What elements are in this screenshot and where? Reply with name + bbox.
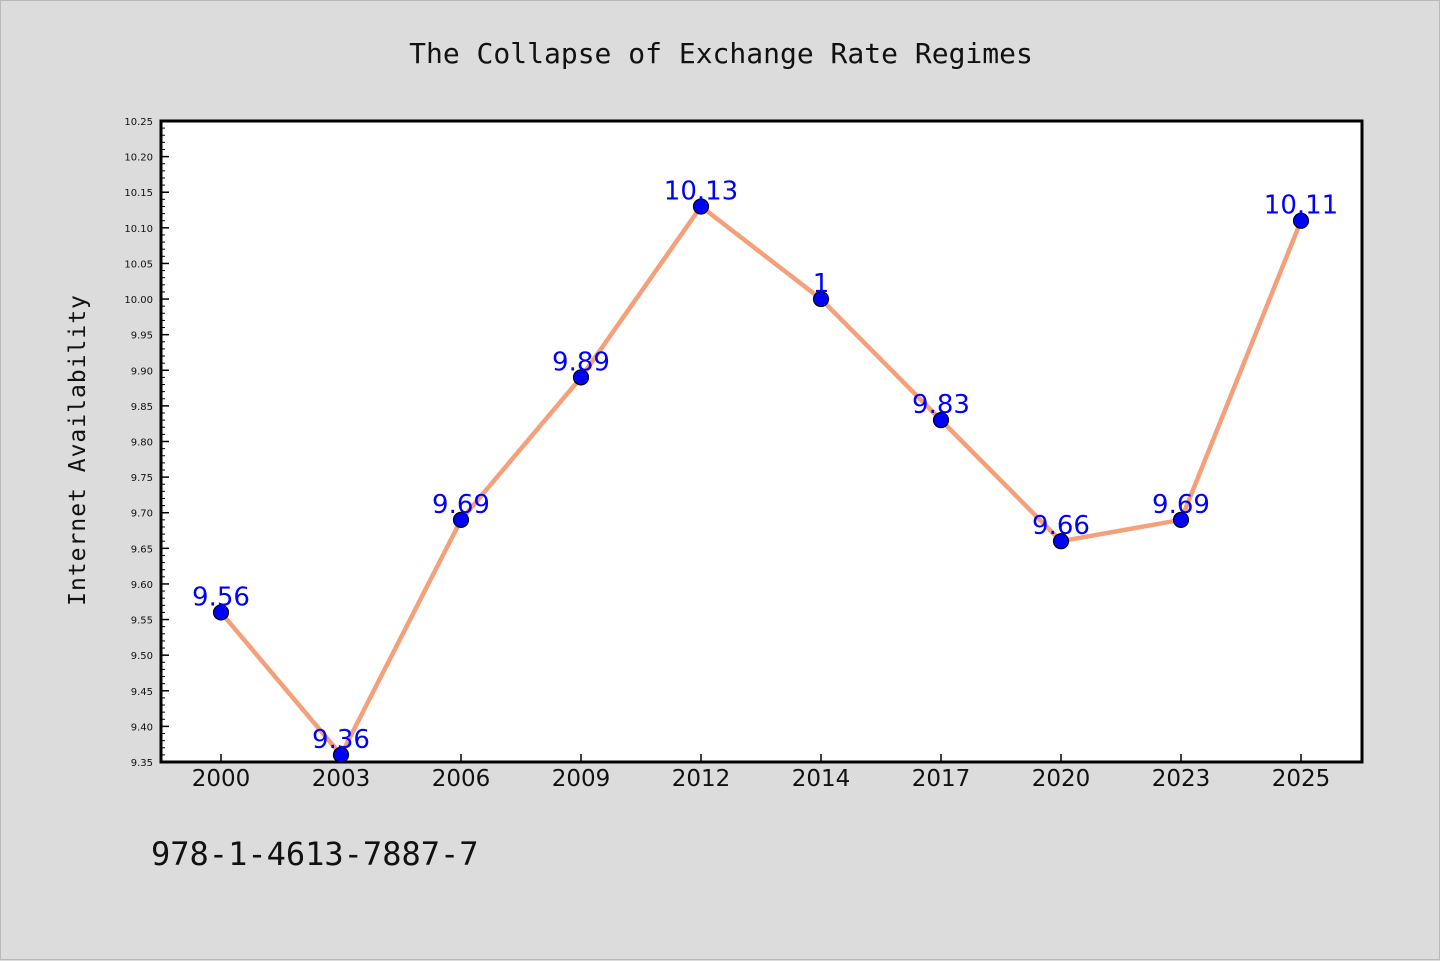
plot-area bbox=[159, 119, 1364, 764]
x-tick-label: 2003 bbox=[312, 766, 371, 792]
data-label: 9.69 bbox=[1152, 490, 1210, 520]
x-tick-label: 2023 bbox=[1152, 766, 1211, 792]
x-tick-label: 2014 bbox=[792, 766, 851, 792]
data-label: 10.11 bbox=[1264, 191, 1338, 221]
x-tick-label: 2000 bbox=[192, 766, 251, 792]
isbn-code: 978-1-4613-7887-7 bbox=[151, 835, 479, 873]
y-axis-label: Internet Availability bbox=[65, 294, 91, 606]
data-point bbox=[1052, 533, 1070, 550]
y-tick-label: 10.05 bbox=[124, 259, 153, 270]
data-point bbox=[692, 198, 710, 215]
data-labels: 9.56 9.36 9.69 9.89 10.13 1 9.83 9.66 9.69 10.11 bbox=[192, 176, 1338, 754]
y-tick-label: 10.15 bbox=[124, 188, 153, 199]
y-tick-label: 9.90 bbox=[131, 366, 153, 377]
data-points bbox=[212, 198, 1310, 763]
series-line bbox=[218, 204, 1304, 758]
data-point bbox=[332, 746, 350, 763]
series-line-group bbox=[218, 204, 1304, 758]
y-tick-label: 10.00 bbox=[124, 295, 153, 306]
y-tick-label: 9.75 bbox=[131, 473, 153, 484]
x-tick-label: 2012 bbox=[672, 766, 731, 792]
y-tick-label: 9.85 bbox=[131, 402, 153, 413]
x-tick-label: 2020 bbox=[1032, 766, 1091, 792]
data-point bbox=[1292, 212, 1310, 229]
data-point bbox=[452, 511, 470, 528]
y-tick-label: 9.45 bbox=[131, 687, 153, 698]
y-tick-label: 9.40 bbox=[131, 722, 153, 733]
data-point bbox=[932, 412, 950, 429]
y-tick-label: 9.65 bbox=[131, 544, 153, 555]
data-label: 10.13 bbox=[664, 176, 738, 206]
data-label: 9.89 bbox=[552, 347, 610, 377]
data-label: 1 bbox=[813, 269, 830, 299]
y-tick-label: 9.70 bbox=[131, 509, 153, 520]
data-point bbox=[812, 290, 830, 308]
x-tick-label: 2025 bbox=[1272, 766, 1331, 792]
x-tick-label: 2006 bbox=[432, 766, 491, 792]
x-axis: 2000 2003 2006 2009 2012 2014 2017 2020 2023 2025 bbox=[192, 754, 1331, 792]
data-label: 9.83 bbox=[912, 390, 970, 420]
data-point bbox=[1172, 511, 1190, 528]
y-tick-label: 9.80 bbox=[131, 438, 153, 449]
y-tick-label: 9.95 bbox=[131, 331, 153, 342]
y-tick-label: 10.10 bbox=[124, 224, 153, 235]
data-label: 9.66 bbox=[1032, 511, 1090, 541]
y-tick-label: 9.35 bbox=[131, 758, 153, 769]
y-tick-label: 9.60 bbox=[131, 580, 153, 591]
y-tick-label: 10.25 bbox=[124, 117, 153, 128]
data-point bbox=[572, 369, 590, 386]
data-label: 9.69 bbox=[432, 490, 490, 520]
y-axis: 9.35 9.40 9.45 9.50 9.55 9.60 9.65 9.70 9.75 9.80… bbox=[124, 117, 169, 769]
data-label: 9.36 bbox=[312, 725, 370, 755]
chart-title: The Collapse of Exchange Rate Regimes bbox=[409, 37, 1033, 70]
y-tick-label: 9.55 bbox=[131, 616, 153, 627]
y-tick-label: 10.20 bbox=[124, 153, 153, 164]
x-tick-label: 2017 bbox=[912, 766, 971, 792]
y-tick-label: 9.50 bbox=[131, 651, 153, 662]
data-point bbox=[212, 604, 230, 621]
data-label: 9.56 bbox=[192, 582, 250, 612]
x-tick-label: 2009 bbox=[552, 766, 611, 792]
